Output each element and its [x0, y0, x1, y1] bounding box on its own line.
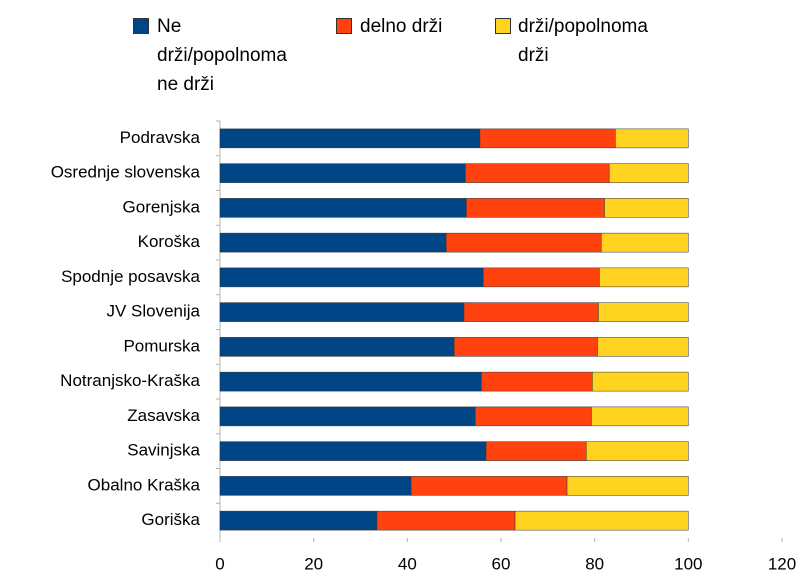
bar-segment — [410, 476, 568, 496]
bar-segment — [219, 232, 447, 253]
y-tick-label: Obalno Kraška — [88, 475, 201, 494]
legend-label: drži/popolnoma drži — [518, 16, 648, 66]
bar-segment — [599, 267, 689, 288]
legend-swatch — [336, 18, 352, 34]
bar-segment — [465, 163, 610, 183]
bar-segment — [479, 128, 616, 149]
legend-label: delno drži — [360, 16, 443, 37]
bar-segment — [219, 302, 465, 322]
y-tick-label: Spodnje posavska — [61, 267, 200, 286]
y-tick-label: JV Slovenija — [106, 302, 200, 321]
bar-segment — [597, 337, 689, 357]
y-tick-label: Podravska — [120, 128, 201, 147]
x-tick-label: 20 — [304, 554, 323, 573]
bar-segment — [615, 128, 689, 149]
bar-segment — [600, 232, 689, 253]
x-tick-label: 60 — [492, 554, 511, 573]
legend-label: Ne drži/popolnoma ne drži — [157, 16, 287, 95]
y-tick-label: Pomurska — [123, 336, 200, 355]
legend-swatch — [133, 18, 149, 34]
bar-segment — [585, 441, 689, 461]
bar-segment — [592, 371, 689, 392]
bar-segment — [481, 371, 593, 392]
x-tick-label: 100 — [674, 554, 702, 573]
y-tick-label: Osrednje slovenska — [51, 163, 201, 182]
y-tick-label: Zasavska — [127, 406, 200, 425]
bar-segment — [219, 267, 484, 288]
x-tick-label: 0 — [215, 554, 224, 573]
bar-segment — [376, 510, 516, 531]
bar-segment — [466, 198, 605, 218]
bar-segment — [453, 337, 598, 357]
bar-segment — [608, 163, 689, 183]
bar-segment — [591, 406, 689, 427]
x-tick-label: 40 — [398, 554, 417, 573]
x-tick-label: 120 — [768, 554, 796, 573]
bar-segment — [219, 128, 481, 149]
y-tick-label: Notranjsko-Kraška — [60, 371, 200, 390]
bar-segment — [219, 163, 466, 183]
bar-segment — [219, 476, 412, 496]
bar-segment — [219, 337, 455, 357]
bar-segment — [219, 441, 487, 461]
bar-segment — [219, 406, 476, 427]
legend-swatch — [495, 18, 511, 34]
bar-segment — [463, 302, 599, 322]
bar-segment — [485, 441, 587, 461]
bar-segment — [598, 302, 689, 322]
bar-segment — [566, 476, 689, 496]
bar-segment — [219, 198, 467, 218]
bar-segment — [445, 232, 602, 253]
bar-segment — [219, 510, 378, 531]
bar-segment — [604, 198, 689, 218]
bar-segment — [474, 406, 592, 427]
y-tick-label: Koroška — [138, 232, 201, 251]
bar-segment — [482, 267, 600, 288]
x-tick-label: 80 — [585, 554, 604, 573]
bar-segment — [219, 371, 482, 392]
bar-segment — [514, 510, 689, 531]
y-tick-label: Goriška — [141, 510, 200, 529]
y-tick-label: Savinjska — [127, 441, 200, 460]
y-tick-label: Gorenjska — [123, 197, 201, 216]
